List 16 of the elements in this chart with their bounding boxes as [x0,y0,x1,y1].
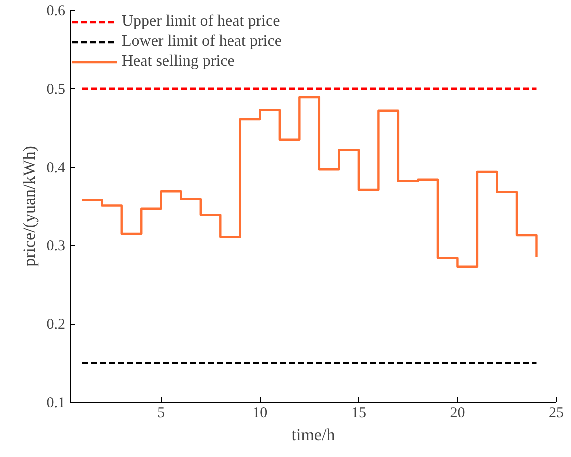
x-axis-title: time/h [292,426,336,444]
y-tick-label: 0.5 [46,82,66,98]
y-tick-label: 0.6 [46,4,66,20]
x-tick-label: 15 [351,406,366,422]
legend-label: Heat selling price [122,53,235,71]
legend-label: Lower limit of heat price [122,33,282,51]
x-tick-label: 10 [252,406,268,422]
y-axis-title: price/(yuan/kWh) [20,146,39,267]
legend-label: Upper limit of heat price [122,13,280,31]
y-tick-label: 0.1 [46,396,66,412]
y-tick-label: 0.3 [46,238,66,255]
y-tick-label: 0.4 [46,160,66,176]
x-tick-label: 25 [549,406,564,422]
x-tick-label: 20 [450,406,466,422]
x-tick-label: 5 [158,406,166,422]
y-tick-label: 0.2 [46,317,66,334]
